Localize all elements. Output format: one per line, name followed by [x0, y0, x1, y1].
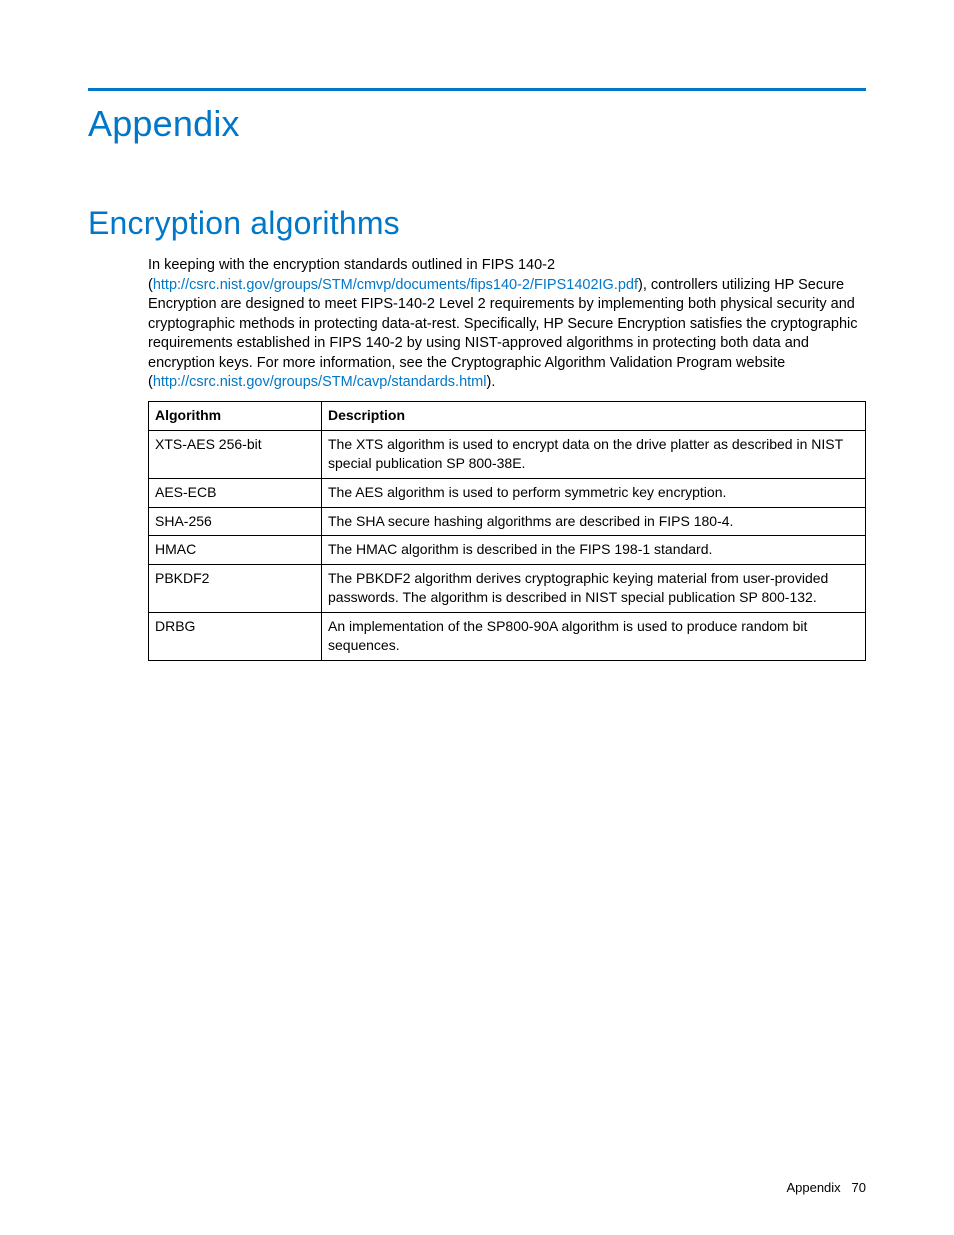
top-rule: [88, 88, 866, 91]
cell-description: The AES algorithm is used to perform sym…: [322, 478, 866, 507]
cell-algorithm: DRBG: [149, 613, 322, 661]
cell-description: An implementation of the SP800-90A algor…: [322, 613, 866, 661]
table-row: SHA-256 The SHA secure hashing algorithm…: [149, 507, 866, 536]
intro-paragraph: In keeping with the encryption standards…: [148, 256, 866, 393]
footer-page-number: 70: [852, 1180, 866, 1195]
link-cavp-standards[interactable]: http://csrc.nist.gov/groups/STM/cavp/sta…: [153, 374, 487, 390]
para-text-3: ).: [486, 374, 495, 390]
table-row: XTS-AES 256-bit The XTS algorithm is use…: [149, 430, 866, 478]
cell-algorithm: AES-ECB: [149, 478, 322, 507]
col-header-algorithm: Algorithm: [149, 401, 322, 430]
body-block: In keeping with the encryption standards…: [148, 256, 866, 661]
cell-description: The XTS algorithm is used to encrypt dat…: [322, 430, 866, 478]
para-text-1: In keeping with the encryption standards…: [148, 257, 555, 273]
cell-description: The HMAC algorithm is described in the F…: [322, 536, 866, 565]
algorithms-table: Algorithm Description XTS-AES 256-bit Th…: [148, 401, 866, 661]
section-title-h2: Encryption algorithms: [88, 205, 866, 242]
cell-algorithm: PBKDF2: [149, 565, 322, 613]
footer-label: Appendix: [786, 1180, 840, 1195]
table-row: DRBG An implementation of the SP800-90A …: [149, 613, 866, 661]
col-header-description: Description: [322, 401, 866, 430]
cell-description: The PBKDF2 algorithm derives cryptograph…: [322, 565, 866, 613]
page-title-h1: Appendix: [88, 103, 866, 145]
cell-description: The SHA secure hashing algorithms are de…: [322, 507, 866, 536]
table-row: AES-ECB The AES algorithm is used to per…: [149, 478, 866, 507]
cell-algorithm: XTS-AES 256-bit: [149, 430, 322, 478]
table-header-row: Algorithm Description: [149, 401, 866, 430]
cell-algorithm: HMAC: [149, 536, 322, 565]
page: Appendix Encryption algorithms In keepin…: [0, 0, 954, 1235]
link-fips-pdf[interactable]: http://csrc.nist.gov/groups/STM/cmvp/doc…: [153, 277, 638, 293]
table-row: HMAC The HMAC algorithm is described in …: [149, 536, 866, 565]
table-row: PBKDF2 The PBKDF2 algorithm derives cryp…: [149, 565, 866, 613]
page-footer: Appendix 70: [786, 1180, 866, 1195]
cell-algorithm: SHA-256: [149, 507, 322, 536]
